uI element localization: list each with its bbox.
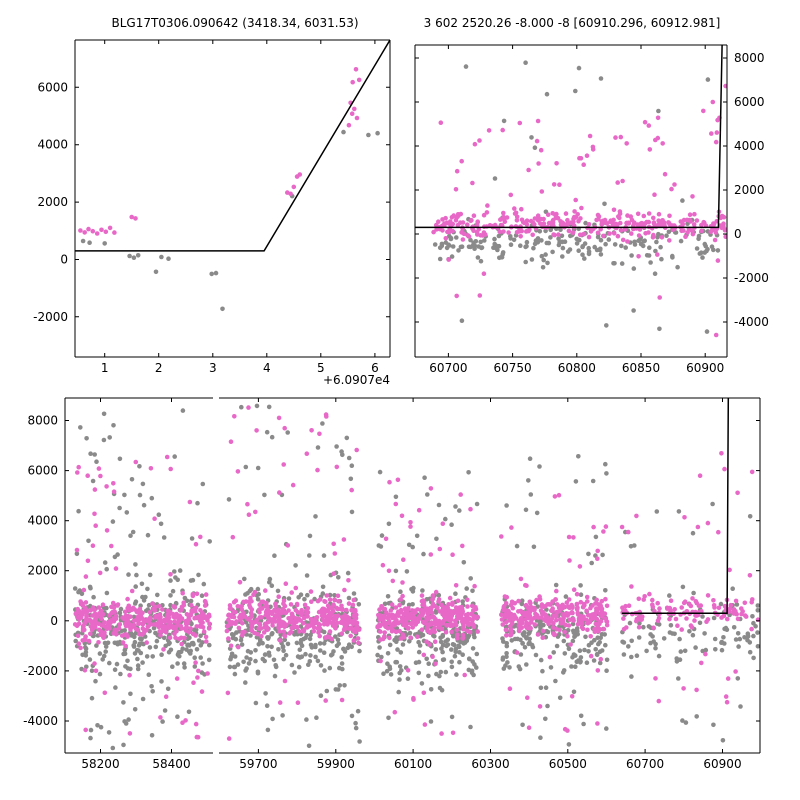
svg-text:-4000: -4000 [734,315,769,329]
svg-text:59700: 59700 [239,757,277,771]
svg-text:8000: 8000 [27,414,58,428]
svg-text:6000: 6000 [734,95,765,109]
svg-text:6: 6 [371,361,379,375]
bottom-panel: 58200 58400 -4000 -2000 0 2000 4000 6000 8000 597… [23,397,761,771]
svg-text:1: 1 [101,361,109,375]
svg-text:2000: 2000 [37,195,68,209]
panel-top-right-title: 3 602 2520.26 -8.000 -8 [60910.296, 6091… [424,16,721,30]
svg-text:60300: 60300 [471,757,509,771]
svg-text:60700: 60700 [429,361,467,375]
svg-text:60900: 60900 [703,757,741,771]
top-right-panel: 60700 60750 60800 60850 60900 -4000 -2000 0 2000… [414,44,769,375]
svg-text:60500: 60500 [549,757,587,771]
svg-text:0: 0 [734,227,742,241]
svg-text:0: 0 [60,253,68,267]
svg-text:4000: 4000 [37,138,68,152]
svg-text:-2000: -2000 [734,271,769,285]
svg-text:4: 4 [263,361,271,375]
svg-text:2000: 2000 [734,183,765,197]
svg-text:6000: 6000 [37,80,68,94]
svg-text:0: 0 [50,614,58,628]
svg-text:58400: 58400 [152,757,190,771]
svg-text:-2000: -2000 [33,310,68,324]
svg-text:59900: 59900 [317,757,355,771]
svg-text:60850: 60850 [622,361,660,375]
svg-text:2000: 2000 [27,564,58,578]
svg-text:2: 2 [155,361,163,375]
svg-text:58200: 58200 [81,757,119,771]
svg-text:5: 5 [317,361,325,375]
panel-top-left-title: BLG17T0306.090642 (3418.34, 6031.53) [111,16,358,30]
svg-text:4000: 4000 [27,514,58,528]
svg-text:8000: 8000 [734,51,765,65]
svg-text:60100: 60100 [394,757,432,771]
svg-text:3: 3 [209,361,217,375]
svg-text:4000: 4000 [734,139,765,153]
svg-text:-2000: -2000 [23,664,58,678]
top-left-panel: 1 2 3 4 5 6 -2000 0 2000 4000 6000 [33,39,391,375]
svg-text:60800: 60800 [558,361,596,375]
svg-text:60700: 60700 [626,757,664,771]
x-axis-offset-label: +6.0907e4 [323,373,390,387]
svg-text:60900: 60900 [686,361,724,375]
svg-text:60750: 60750 [494,361,532,375]
svg-text:-4000: -4000 [23,714,58,728]
svg-text:6000: 6000 [27,464,58,478]
